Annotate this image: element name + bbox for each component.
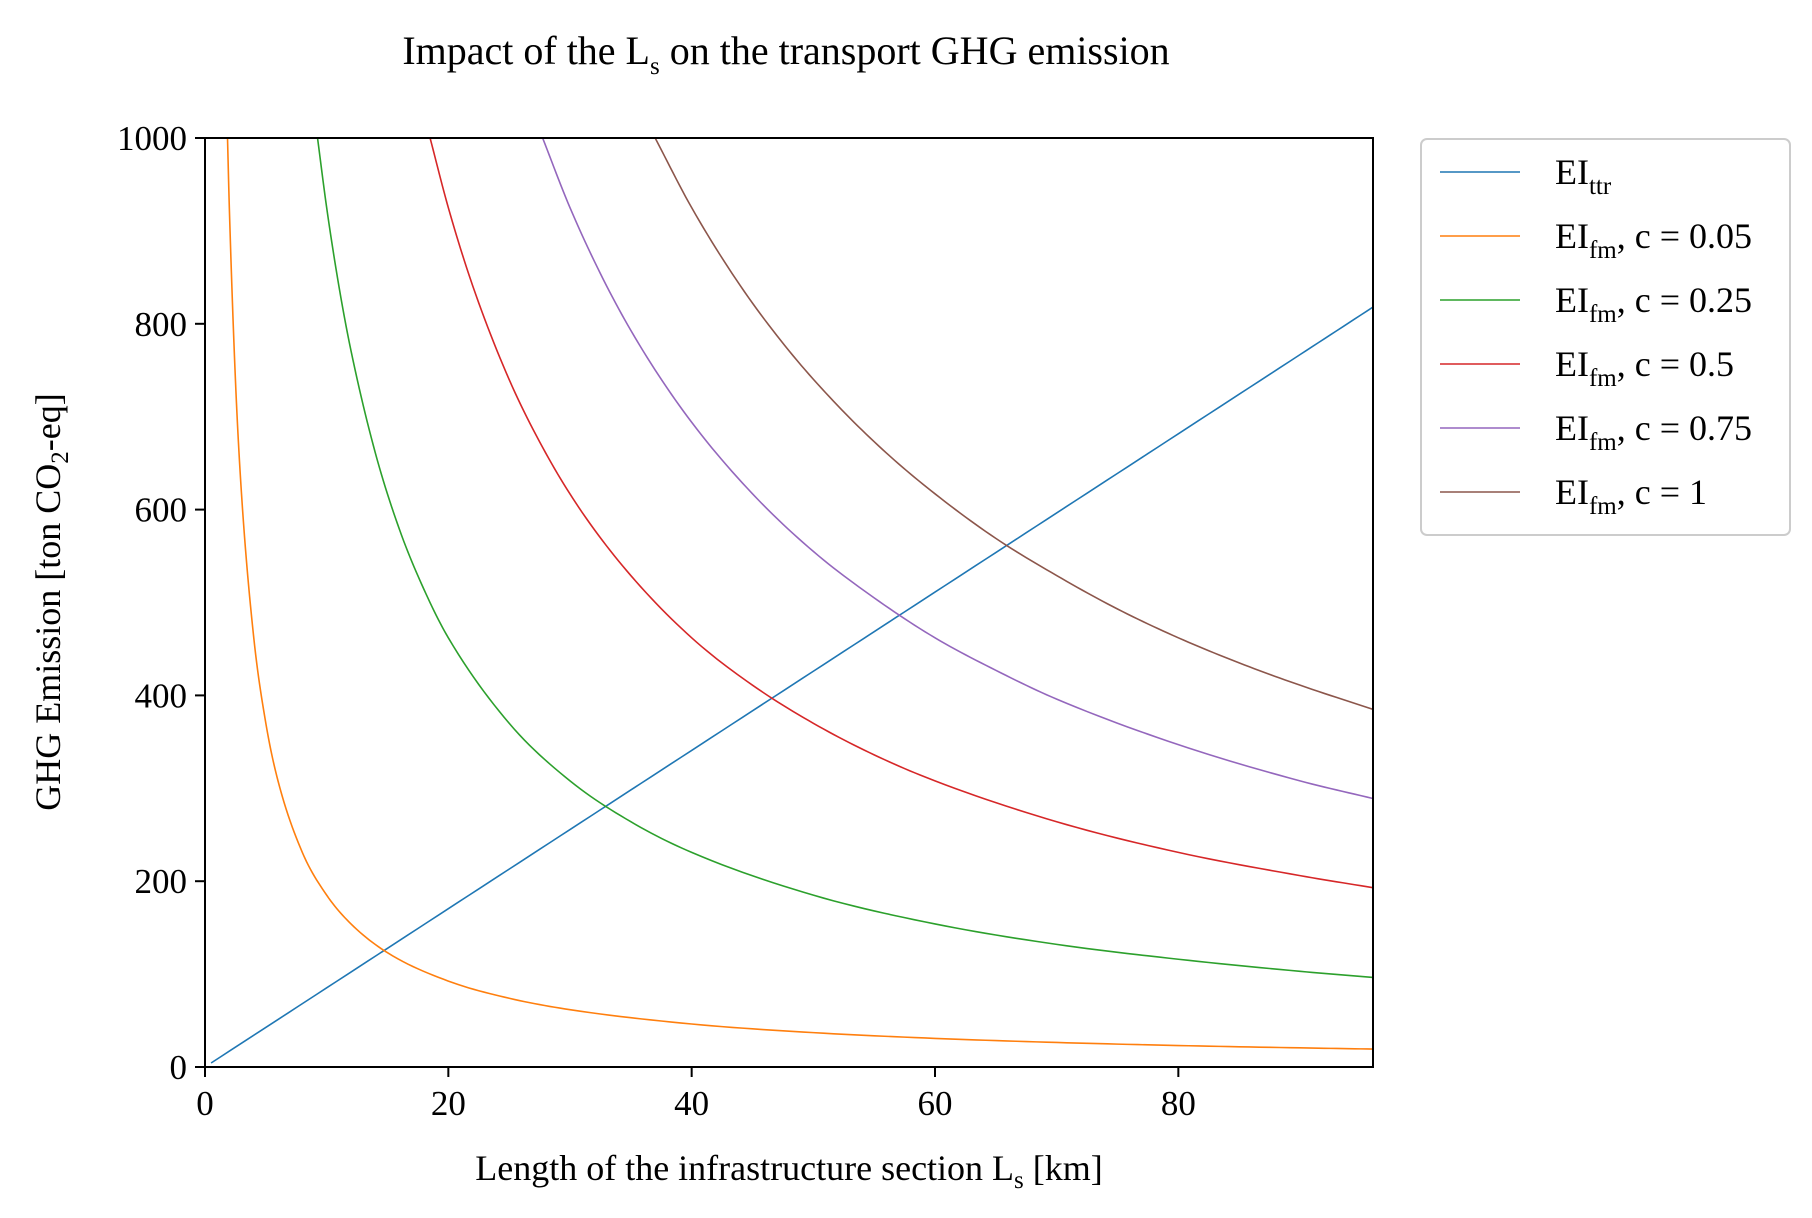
legend-label-1: EIfm, c = 0.05 (1555, 216, 1752, 264)
x-axis-label: Length of the infrastructure section Ls … (475, 1148, 1103, 1194)
y-tick-label: 1000 (117, 119, 187, 158)
legend-frame (1420, 138, 1791, 536)
chart-title: Impact of the Ls on the transport GHG em… (402, 28, 1169, 80)
legend-label-3: EIfm, c = 0.5 (1555, 344, 1734, 392)
plot-area (204, 137, 1374, 1068)
y-axis-label: GHG Emission [ton CO2-eq] (28, 393, 74, 810)
y-tick-label: 600 (135, 491, 188, 530)
x-tick-label: 0 (196, 1084, 214, 1123)
x-tick-label: 80 (1161, 1084, 1196, 1123)
series-layer (210, 138, 1373, 1064)
series-line-3 (429, 138, 1373, 889)
series-line-5 (654, 138, 1373, 711)
series-line-0 (210, 306, 1373, 1064)
y-tick-label: 0 (170, 1048, 188, 1087)
x-tick-label: 40 (674, 1084, 709, 1123)
x-tick-label: 60 (918, 1084, 953, 1123)
y-tick-label: 200 (135, 862, 188, 901)
series-line-2 (316, 138, 1373, 979)
legend-label-4: EIfm, c = 0.75 (1555, 408, 1752, 456)
plot-frame (204, 137, 1374, 1068)
y-axis: 0 200 400 600 800 1000 (117, 119, 205, 1087)
legend-label-5: EIfm, c = 1 (1555, 472, 1707, 520)
series-line-4 (541, 138, 1373, 800)
x-axis: 0 20 40 60 80 (196, 1067, 1196, 1123)
legend: EIttr EIfm, c = 0.05 EIfm, c = 0.25 EIfm, c… (1420, 138, 1791, 536)
y-tick-label: 800 (135, 305, 188, 344)
legend-label-2: EIfm, c = 0.25 (1555, 280, 1752, 328)
y-tick-label: 400 (135, 676, 188, 715)
x-tick-label: 20 (431, 1084, 466, 1123)
legend-label-0: EIttr (1555, 152, 1612, 200)
series-line-1 (226, 138, 1373, 1050)
